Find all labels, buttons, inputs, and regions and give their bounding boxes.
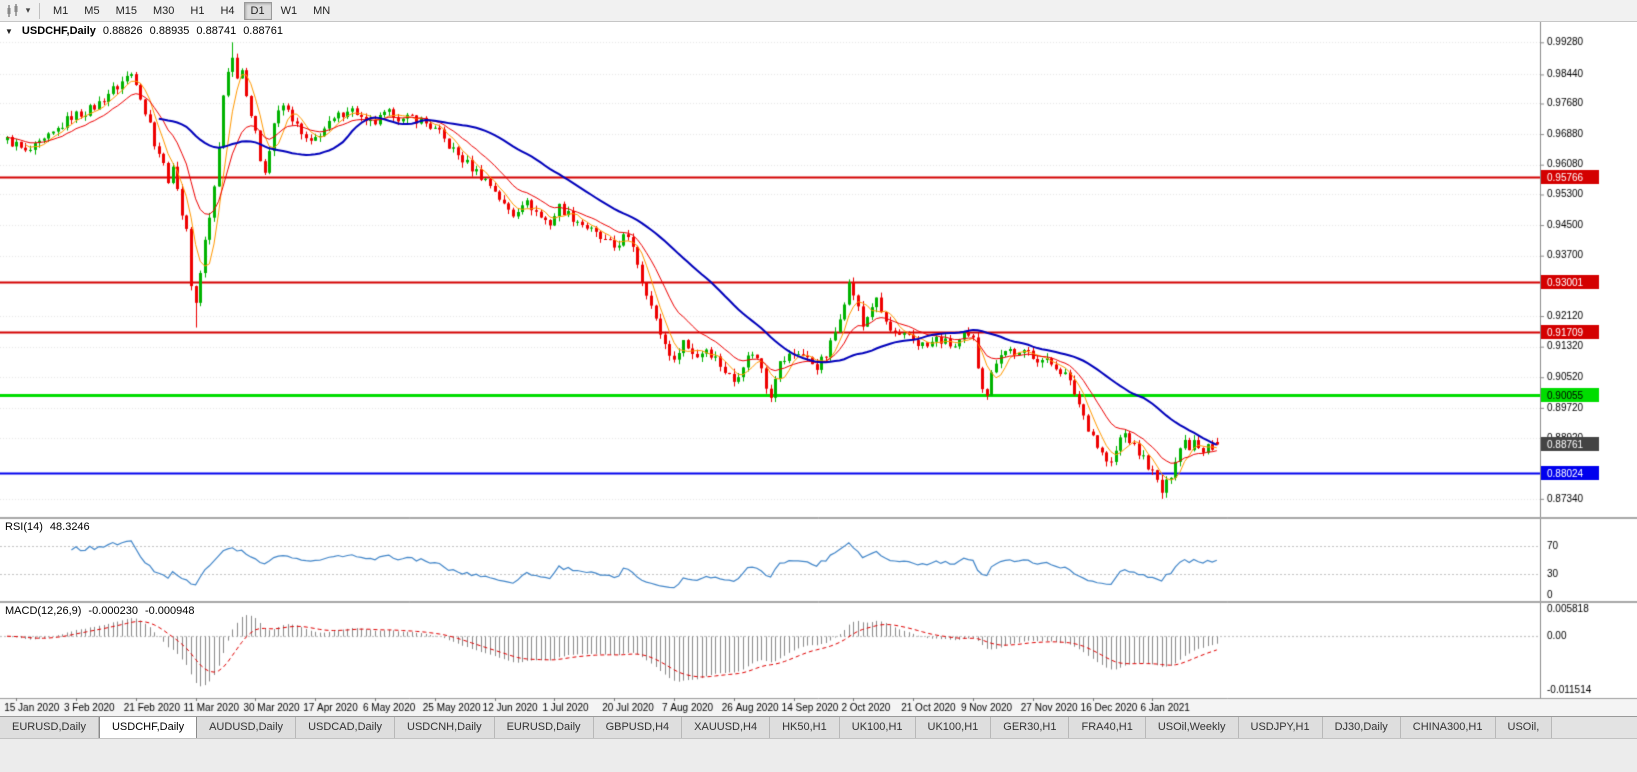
chart-tab-china300-h1[interactable]: CHINA300,H1	[1400, 717, 1496, 738]
timeframe-buttons: M1 M5 M15 M30 H1 H4 D1 W1 MN	[45, 1, 338, 20]
timeframe-toolbar: ▾ M1 M5 M15 M30 H1 H4 D1 W1 MN	[0, 0, 1637, 22]
chart-tab-fra40-h1[interactable]: FRA40,H1	[1069, 717, 1146, 738]
chart-tab-dj30-daily[interactable]: DJ30,Daily	[1322, 717, 1401, 738]
chart-tab-usdchf-daily[interactable]: USDCHF,Daily	[98, 717, 198, 738]
chart-tab-usdcad-daily[interactable]: USDCAD,Daily	[296, 717, 396, 738]
chart-tab-xauusd-h4[interactable]: XAUUSD,H4	[682, 717, 771, 738]
timeframe-button-m5[interactable]: M5	[84, 4, 100, 17]
status-bar	[0, 738, 1637, 772]
ohlc-high: 0.88935	[149, 25, 190, 37]
collapse-chart-icon[interactable]: ▼	[5, 27, 13, 36]
chart-tab-usdcnh-daily[interactable]: USDCNH,Daily	[395, 717, 495, 738]
ohlc-open: 0.88826	[102, 25, 143, 37]
chart-tab-uk100-h1[interactable]: UK100,H1	[915, 717, 992, 738]
chart-tab-eurusd-daily[interactable]: EURUSD,Daily	[494, 717, 594, 738]
price-chart-canvas[interactable]	[0, 22, 1637, 716]
chart-tab-ger30-h1[interactable]: GER30,H1	[991, 717, 1070, 738]
rsi-label: RSI(14)	[5, 521, 43, 533]
timeframe-button-h4[interactable]: H4	[220, 4, 235, 17]
macd-label: MACD(12,26,9)	[5, 605, 82, 617]
timeframe-button-m30[interactable]: M30	[152, 4, 175, 17]
ohlc-low: 0.88741	[196, 25, 237, 37]
macd-signal-value: -0.000948	[144, 605, 195, 617]
dropdown-arrow-icon[interactable]: ▾	[25, 5, 31, 15]
rsi-value: 48.3246	[49, 521, 90, 533]
chart-tab-hk50-h1[interactable]: HK50,H1	[770, 717, 840, 738]
rsi-title: RSI(14) 48.3246	[5, 521, 90, 533]
timeframe-button-m15[interactable]: M15	[115, 4, 137, 17]
chart-tab-usoil-weekly[interactable]: USOil,Weekly	[1145, 717, 1239, 738]
chart-title: ▼ USDCHF,Daily 0.88826 0.88935 0.88741 0…	[5, 25, 283, 37]
macd-title: MACD(12,26,9) -0.000230 -0.000948	[5, 605, 195, 617]
timeframe-button-w1[interactable]: W1	[280, 4, 298, 17]
chart-tabs-bar: EURUSD,Daily USDCHF,Daily AUDUSD,Daily USDC…	[0, 716, 1637, 738]
chart-tab-eurusd-daily[interactable]: EURUSD,Daily	[0, 717, 99, 738]
chart-symbol-label: USDCHF,Daily	[21, 25, 96, 37]
timeframe-button-h1[interactable]: H1	[190, 4, 205, 17]
timeframe-button-m1[interactable]: M1	[53, 4, 69, 17]
ohlc-close: 0.88761	[243, 25, 283, 37]
chart-tab-usoil[interactable]: USOil,	[1495, 717, 1553, 738]
chart-type-icon[interactable]	[4, 3, 22, 19]
chart-tab-usdjpy-h1[interactable]: USDJPY,H1	[1238, 717, 1323, 738]
timeframe-button-d1[interactable]: D1	[243, 1, 272, 20]
chart-tab-audusd-daily[interactable]: AUDUSD,Daily	[197, 717, 297, 738]
chart-area: ▼ USDCHF,Daily 0.88826 0.88935 0.88741 0…	[0, 22, 1637, 716]
toolbar-separator	[39, 2, 40, 19]
chart-tab-uk100-h1[interactable]: UK100,H1	[839, 717, 916, 738]
macd-main-value: -0.000230	[88, 605, 138, 617]
chart-tab-gbpusd-h4[interactable]: GBPUSD,H4	[593, 717, 683, 738]
timeframe-button-mn[interactable]: MN	[313, 4, 331, 17]
